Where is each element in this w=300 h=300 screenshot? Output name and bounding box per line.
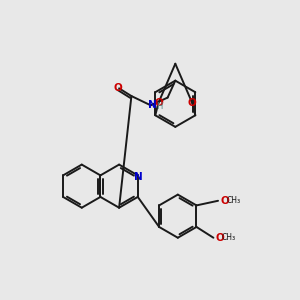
Text: O: O: [187, 98, 196, 108]
Text: O: O: [155, 98, 164, 108]
Text: CH₃: CH₃: [226, 196, 241, 205]
Text: CH₃: CH₃: [222, 233, 236, 242]
Text: O: O: [216, 233, 224, 243]
Text: O: O: [220, 196, 229, 206]
Text: O: O: [114, 82, 123, 93]
Text: N: N: [134, 172, 143, 182]
Text: N: N: [148, 100, 157, 110]
Text: H: H: [156, 102, 162, 111]
